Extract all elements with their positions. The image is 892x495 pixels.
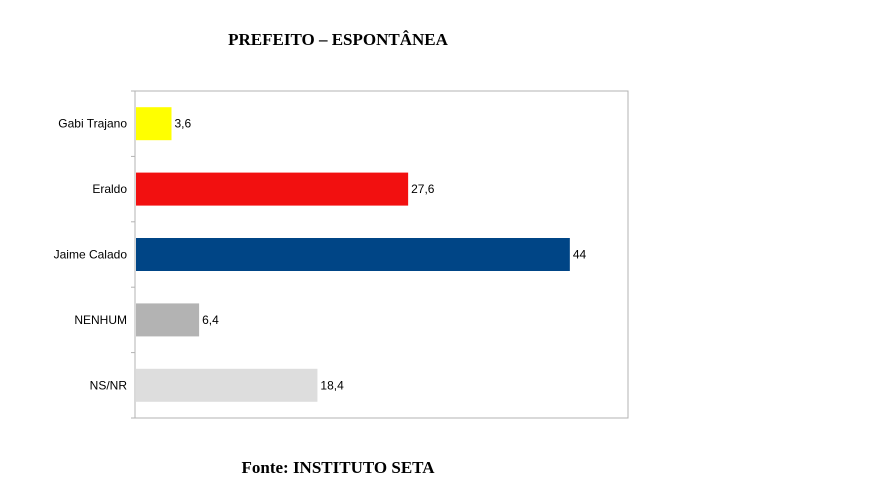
data-label: 27,6	[411, 182, 435, 196]
bar-nenhum	[136, 303, 200, 337]
bar-ns-nr	[136, 368, 318, 402]
bar-gabi-trajano	[136, 107, 172, 141]
source-note: Fonte: INSTITUTO SETA	[241, 458, 435, 477]
data-label: 44	[573, 248, 587, 262]
data-label: 3,6	[174, 117, 191, 131]
bar-jaime-calado	[136, 238, 570, 271]
category-label: Jaime Calado	[54, 248, 128, 262]
bar-eraldo	[136, 172, 409, 206]
category-label: NENHUM	[74, 313, 127, 327]
category-label: Gabi Trajano	[58, 117, 127, 131]
data-label: 18,4	[320, 378, 344, 392]
category-label: NS/NR	[90, 378, 128, 392]
chart-title: PREFEITO – ESPONTÂNEA	[228, 30, 448, 49]
category-label: Eraldo	[92, 182, 127, 196]
data-label: 6,4	[202, 313, 219, 327]
